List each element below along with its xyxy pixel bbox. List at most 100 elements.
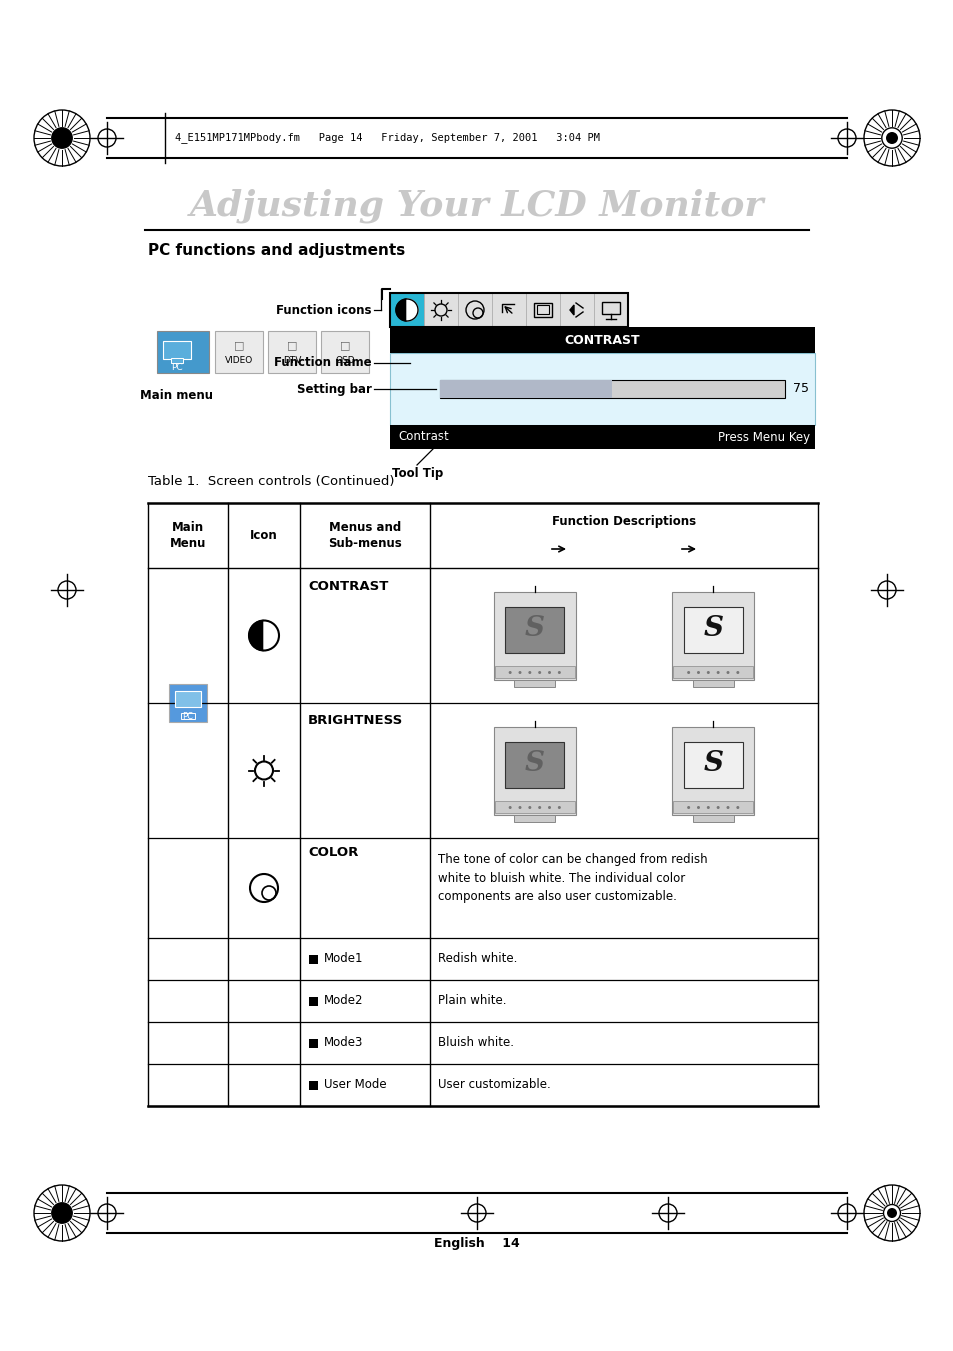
Bar: [390, 426, 814, 449]
Text: S: S: [702, 615, 722, 642]
Text: Plain white.: Plain white.: [437, 994, 506, 1008]
Bar: [683, 608, 742, 653]
Bar: [457, 293, 492, 327]
Text: User Mode: User Mode: [324, 1078, 386, 1092]
Circle shape: [518, 807, 521, 809]
Bar: [309, 1039, 317, 1047]
Circle shape: [508, 671, 511, 674]
Bar: [163, 340, 191, 359]
Circle shape: [537, 807, 540, 809]
Text: Icon: Icon: [250, 530, 277, 542]
Wedge shape: [407, 299, 417, 322]
Bar: [174, 690, 201, 707]
Bar: [514, 815, 555, 821]
Text: Setting bar: Setting bar: [296, 382, 372, 396]
Text: S: S: [524, 750, 544, 777]
Text: Main
Menu: Main Menu: [170, 521, 206, 550]
Bar: [439, 380, 612, 399]
Bar: [169, 684, 207, 721]
Text: Contrast: Contrast: [397, 431, 448, 443]
Text: PC: PC: [171, 363, 183, 373]
Bar: [390, 293, 627, 327]
Bar: [309, 955, 317, 963]
Text: Mode3: Mode3: [324, 1036, 363, 1050]
Circle shape: [697, 671, 700, 674]
Circle shape: [686, 807, 689, 809]
Circle shape: [697, 807, 700, 809]
Bar: [525, 293, 559, 327]
Bar: [673, 801, 753, 812]
Bar: [390, 293, 423, 327]
Text: Menus and
Sub-menus: Menus and Sub-menus: [328, 521, 401, 550]
Bar: [672, 592, 754, 680]
Circle shape: [716, 671, 719, 674]
Text: □: □: [287, 340, 297, 350]
Text: Function name: Function name: [274, 357, 372, 370]
Text: Adjusting Your LCD Monitor: Adjusting Your LCD Monitor: [190, 189, 763, 223]
Circle shape: [558, 671, 560, 674]
Text: User customizable.: User customizable.: [437, 1078, 550, 1092]
Text: BRIGHTNESS: BRIGHTNESS: [308, 715, 403, 727]
Circle shape: [886, 1208, 896, 1219]
Bar: [171, 358, 183, 363]
Bar: [309, 997, 317, 1005]
Circle shape: [726, 671, 729, 674]
Bar: [309, 1081, 317, 1089]
Text: Redish white.: Redish white.: [437, 952, 517, 966]
Circle shape: [518, 671, 521, 674]
Circle shape: [508, 807, 511, 809]
Bar: [673, 666, 753, 677]
Bar: [390, 353, 814, 426]
Text: CONTRAST: CONTRAST: [564, 334, 639, 346]
Text: English    14: English 14: [434, 1236, 519, 1250]
Text: Mode2: Mode2: [324, 994, 363, 1008]
Bar: [181, 713, 194, 719]
Bar: [601, 303, 619, 313]
Text: PC: PC: [182, 712, 193, 721]
Bar: [692, 680, 733, 686]
Text: DTV: DTV: [282, 357, 301, 365]
Circle shape: [706, 671, 709, 674]
Text: □: □: [233, 340, 244, 350]
Bar: [505, 742, 563, 788]
Bar: [672, 727, 754, 815]
Text: OSD: OSD: [335, 357, 355, 365]
Wedge shape: [264, 620, 278, 650]
Circle shape: [736, 807, 739, 809]
Circle shape: [528, 807, 531, 809]
Circle shape: [547, 671, 551, 674]
Circle shape: [726, 807, 729, 809]
Circle shape: [537, 671, 540, 674]
Text: PC functions and adjustments: PC functions and adjustments: [148, 243, 405, 258]
Text: Press Menu Key: Press Menu Key: [717, 431, 809, 443]
Bar: [559, 293, 594, 327]
Circle shape: [885, 132, 897, 145]
Text: VIDEO: VIDEO: [225, 357, 253, 365]
Text: Function Descriptions: Function Descriptions: [552, 515, 696, 527]
Bar: [439, 380, 784, 399]
Circle shape: [558, 807, 560, 809]
Text: Bluish white.: Bluish white.: [437, 1036, 514, 1050]
Bar: [683, 742, 742, 788]
Text: The tone of color can be changed from redish
white to bluish white. The individu: The tone of color can be changed from re…: [437, 852, 707, 902]
Bar: [494, 592, 576, 680]
Text: Tool Tip: Tool Tip: [392, 467, 443, 480]
Circle shape: [706, 807, 709, 809]
Bar: [514, 680, 555, 686]
Bar: [492, 293, 525, 327]
Bar: [534, 303, 552, 317]
Circle shape: [51, 128, 72, 149]
Polygon shape: [569, 305, 574, 315]
Bar: [495, 801, 574, 812]
Circle shape: [51, 1202, 72, 1223]
Circle shape: [686, 671, 689, 674]
Text: COLOR: COLOR: [308, 847, 358, 859]
Wedge shape: [249, 620, 264, 650]
Text: 4_E151MP171MPbody.fm   Page 14   Friday, September 7, 2001   3:04 PM: 4_E151MP171MPbody.fm Page 14 Friday, Sep…: [174, 132, 599, 143]
Circle shape: [736, 671, 739, 674]
Bar: [494, 727, 576, 815]
Text: S: S: [524, 615, 544, 642]
Text: S: S: [702, 750, 722, 777]
Text: □: □: [339, 340, 350, 350]
Text: Function icons: Function icons: [276, 304, 372, 316]
